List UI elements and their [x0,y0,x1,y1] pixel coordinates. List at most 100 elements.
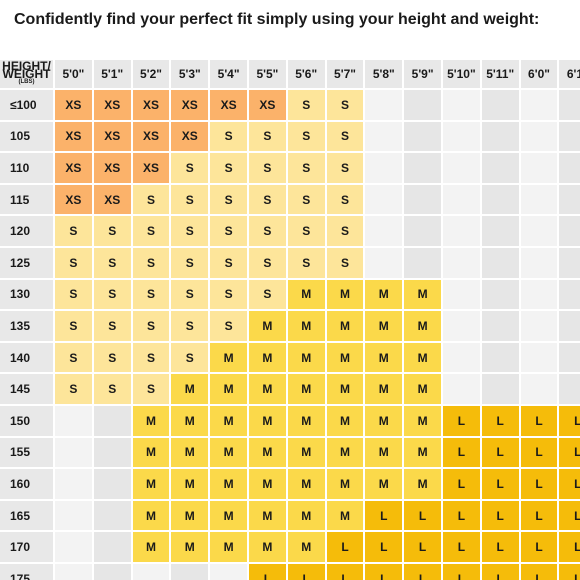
size-cell: L [559,437,580,468]
empty-cell [365,153,403,183]
size-cell: M [365,279,403,310]
weight-header: 175 [0,564,53,580]
empty-cell [93,500,131,531]
size-cell: L [404,564,441,580]
empty-cell [481,184,519,215]
size-cell: M [326,374,364,404]
weight-header: 165 [0,500,53,531]
size-cell: S [93,374,131,404]
empty-cell [559,279,580,310]
size-cell: M [210,469,247,499]
empty-cell [559,90,580,120]
size-cell: M [326,469,364,499]
size-cell: S [93,279,131,310]
size-cell: S [287,248,325,278]
height-header: 5'8" [365,60,403,88]
size-cell: L [404,500,441,531]
empty-cell [55,532,92,562]
size-cell: M [132,500,170,531]
size-cell: M [210,532,247,562]
size-cell: L [326,564,364,580]
empty-cell [520,279,558,310]
size-cell: XS [249,90,286,120]
size-cell: M [249,437,286,468]
empty-cell [404,121,441,152]
empty-cell [443,153,480,183]
empty-cell [481,342,519,373]
size-cell: M [249,469,286,499]
size-cell: M [326,342,364,373]
empty-cell [443,311,480,341]
size-cell: S [93,216,131,246]
size-cell: S [326,184,364,215]
corner-label-unit: (LBS) [18,79,35,85]
height-header: 5'3" [171,60,209,88]
size-cell: M [365,374,403,404]
size-cell: L [326,532,364,562]
size-cell: M [249,374,286,404]
empty-cell [481,279,519,310]
size-cell: S [171,342,209,373]
size-cell: L [559,500,580,531]
weight-header: 120 [0,216,53,246]
size-cell: M [287,437,325,468]
empty-cell [93,532,131,562]
size-cell: S [55,311,92,341]
size-cell: M [365,342,403,373]
size-cell: M [249,500,286,531]
size-cell: M [171,374,209,404]
height-header: 5'6" [287,60,325,88]
size-cell: L [520,406,558,436]
size-cell: S [249,216,286,246]
size-cell: S [171,216,209,246]
empty-cell [55,469,92,499]
size-cell: S [171,184,209,215]
empty-cell [365,184,403,215]
size-cell: M [249,342,286,373]
height-header: 5'11" [481,60,519,88]
corner-label-weight: WEIGHT [2,67,51,81]
size-cell: XS [171,121,209,152]
weight-header: 150 [0,406,53,436]
empty-cell [559,153,580,183]
size-cell: XS [55,121,92,152]
size-cell: M [210,374,247,404]
empty-cell [443,342,480,373]
height-header: 6'0" [520,60,558,88]
size-cell: L [481,437,519,468]
size-cell: L [520,469,558,499]
size-cell: S [210,121,247,152]
size-cell: M [171,437,209,468]
size-cell: L [287,564,325,580]
size-cell: M [132,437,170,468]
size-cell: S [171,311,209,341]
size-cell: L [443,564,480,580]
size-cell: L [520,532,558,562]
size-cell: S [326,216,364,246]
size-cell: M [404,469,441,499]
size-cell: M [404,279,441,310]
height-header: 5'1" [93,60,131,88]
size-cell: L [481,469,519,499]
size-cell: L [559,564,580,580]
size-cell: S [210,184,247,215]
size-cell: M [249,532,286,562]
size-cell: S [287,90,325,120]
size-cell: M [287,374,325,404]
empty-cell [520,248,558,278]
size-cell: M [326,406,364,436]
empty-cell [93,437,131,468]
size-cell: M [287,342,325,373]
size-cell: M [404,342,441,373]
empty-cell [559,121,580,152]
size-cell: M [287,311,325,341]
corner-header: HEIGHT/ WEIGHT (LBS) [0,60,53,88]
empty-cell [443,121,480,152]
size-cell: L [443,437,480,468]
size-cell: S [132,248,170,278]
empty-cell [443,184,480,215]
empty-cell [365,90,403,120]
height-header: 5'5" [249,60,286,88]
size-cell: L [520,437,558,468]
empty-cell [520,121,558,152]
